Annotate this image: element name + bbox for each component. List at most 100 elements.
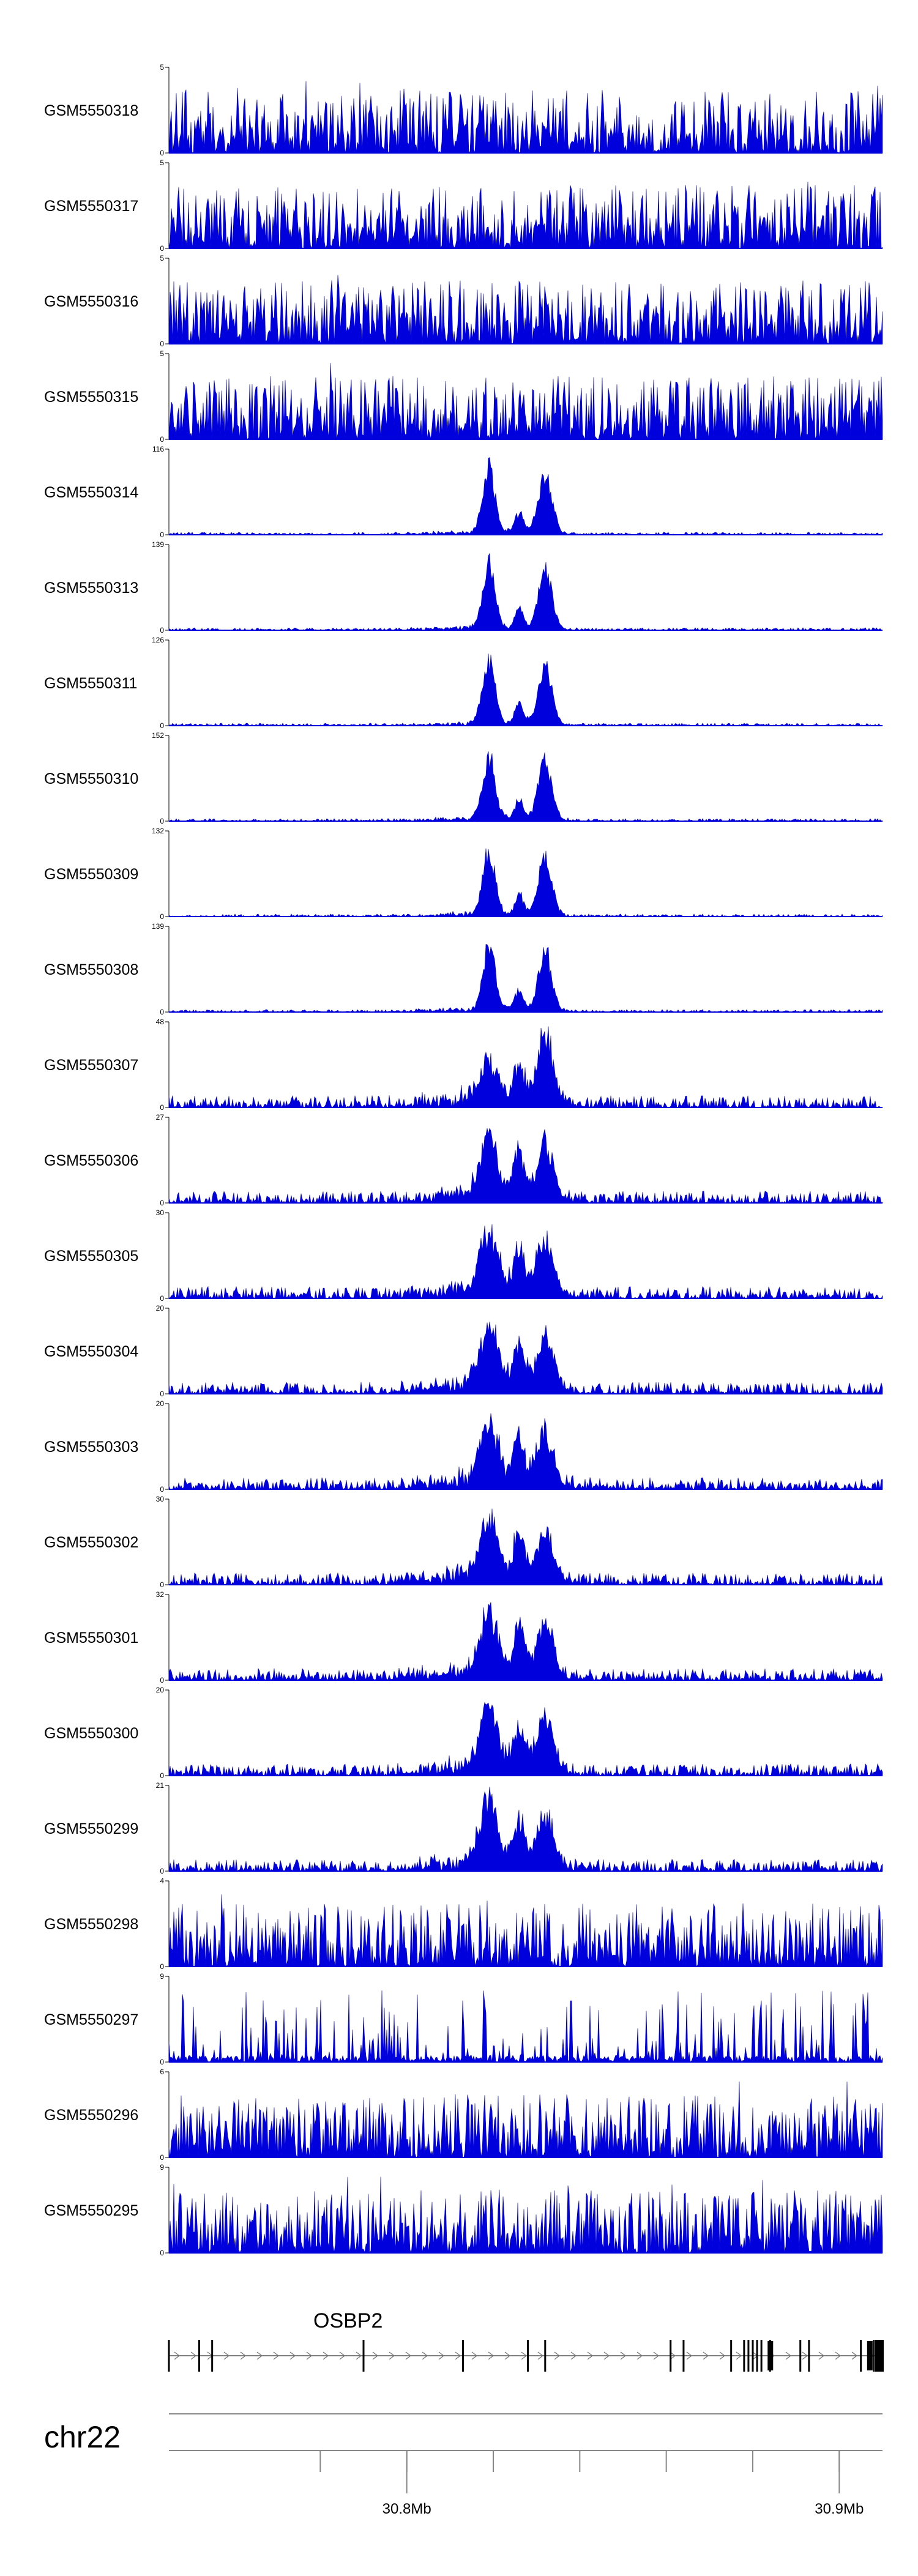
chromosome-axis: chr22 30.8Mb 30.9Mb	[44, 2413, 883, 2517]
track-label: GSM5550297	[44, 2011, 138, 2028]
track-label: GSM5550300	[44, 1725, 138, 1742]
y-min-label: 0	[160, 1771, 164, 1780]
y-min-label: 0	[160, 530, 164, 539]
track-GSM5550298: GSM5550298 4 0	[44, 1877, 883, 1971]
exon-utr	[867, 2341, 873, 2370]
track-label: GSM5550304	[44, 1343, 138, 1360]
coverage-area	[168, 81, 883, 154]
strand-arrow	[670, 2351, 676, 2360]
strand-arrow	[306, 2351, 313, 2360]
strand-arrow	[636, 2351, 643, 2360]
y-max-label: 6	[160, 2068, 164, 2076]
exon	[670, 2340, 672, 2372]
track-GSM5550318: GSM5550318 5 0	[44, 63, 883, 157]
exon	[760, 2340, 763, 2372]
track-label: GSM5550295	[44, 2202, 138, 2219]
coverage-area	[168, 553, 883, 631]
exon	[462, 2340, 465, 2372]
y-max-label: 5	[160, 349, 164, 358]
track-label: GSM5550310	[44, 770, 138, 787]
exon-utr	[767, 2341, 774, 2370]
y-max-label: 20	[156, 1304, 165, 1312]
strand-arrow	[323, 2351, 329, 2360]
exon	[544, 2340, 547, 2372]
y-max-label: 132	[152, 827, 164, 835]
y-min-label: 0	[160, 2153, 164, 2162]
y-min-label: 0	[160, 340, 164, 348]
strand-arrow	[356, 2351, 362, 2360]
track-GSM5550297: GSM5550297 9 0	[44, 1972, 883, 2066]
y-min-label: 0	[160, 1103, 164, 1112]
track-GSM5550316: GSM5550316 5 0	[44, 254, 883, 348]
y-max-label: 5	[160, 63, 164, 72]
exon	[808, 2340, 810, 2372]
y-min-label: 0	[160, 2249, 164, 2257]
exon	[799, 2340, 802, 2372]
track-label: GSM5550309	[44, 866, 138, 883]
strand-arrow	[653, 2351, 660, 2360]
y-max-label: 30	[156, 1495, 165, 1503]
track-GSM5550296: GSM5550296 6 0	[44, 2068, 883, 2162]
exon	[198, 2340, 200, 2372]
y-min-label: 0	[160, 244, 164, 253]
strand-arrow	[736, 2351, 742, 2360]
coverage-area	[168, 1321, 883, 1395]
track-GSM5550313: GSM5550313 139 0	[44, 540, 883, 635]
coverage-area	[168, 181, 883, 249]
coverage-area	[168, 1702, 883, 1777]
y-min-label: 0	[160, 1199, 164, 1207]
strand-arrow	[554, 2351, 561, 2360]
track-GSM5550315: GSM5550315 5 0	[44, 349, 883, 444]
strand-arrow	[818, 2351, 825, 2360]
strand-arrow	[851, 2351, 858, 2360]
track-GSM5550305: GSM5550305 30 0	[44, 1208, 883, 1303]
strand-arrow	[471, 2351, 478, 2360]
y-min-label: 0	[160, 435, 164, 444]
strand-arrow	[339, 2351, 346, 2360]
y-max-label: 5	[160, 158, 164, 167]
strand-arrow	[389, 2351, 395, 2360]
y-min-label: 0	[160, 149, 164, 157]
track-label: GSM5550318	[44, 102, 138, 119]
track-GSM5550303: GSM5550303 20 0	[44, 1399, 883, 1494]
y-min-label: 0	[160, 1294, 164, 1303]
strand-arrow	[488, 2351, 494, 2360]
track-GSM5550306: GSM5550306 27 0	[44, 1113, 883, 1207]
strand-arrow	[223, 2351, 230, 2360]
y-min-label: 0	[160, 1390, 164, 1398]
y-max-label: 20	[156, 1399, 165, 1408]
y-min-label: 0	[160, 1485, 164, 1494]
track-GSM5550308: GSM5550308 139 0	[44, 922, 883, 1016]
coverage-area	[168, 1413, 883, 1491]
exon	[730, 2340, 733, 2372]
strand-arrow	[273, 2351, 280, 2360]
y-max-label: 32	[156, 1590, 165, 1599]
strand-arrow	[587, 2351, 594, 2360]
y-min-label: 0	[160, 912, 164, 921]
strand-arrow	[190, 2351, 197, 2360]
track-label: GSM5550305	[44, 1248, 138, 1265]
coverage-area	[168, 751, 883, 822]
strand-arrow	[620, 2351, 627, 2360]
strand-arrow	[174, 2351, 181, 2360]
exon	[756, 2340, 758, 2372]
coverage-area	[168, 1508, 883, 1586]
strand-arrow	[802, 2351, 808, 2360]
gene-label: OSBP2	[313, 2309, 382, 2332]
y-max-label: 9	[160, 1972, 164, 1981]
track-GSM5550304: GSM5550304 20 0	[44, 1304, 883, 1398]
y-min-label: 0	[160, 2058, 164, 2066]
strand-arrow	[835, 2351, 842, 2360]
coverage-area	[168, 457, 883, 535]
coverage-area	[168, 1224, 883, 1300]
y-max-label: 20	[156, 1686, 165, 1694]
track-label: GSM5550316	[44, 293, 138, 310]
y-min-label: 0	[160, 1962, 164, 1971]
exon	[747, 2340, 750, 2372]
chromosome-label: chr22	[44, 2420, 121, 2454]
strand-arrow	[455, 2351, 461, 2360]
coverage-area	[168, 1894, 883, 1967]
exon	[682, 2340, 685, 2372]
strand-arrow	[256, 2351, 263, 2360]
y-max-label: 139	[152, 922, 164, 931]
